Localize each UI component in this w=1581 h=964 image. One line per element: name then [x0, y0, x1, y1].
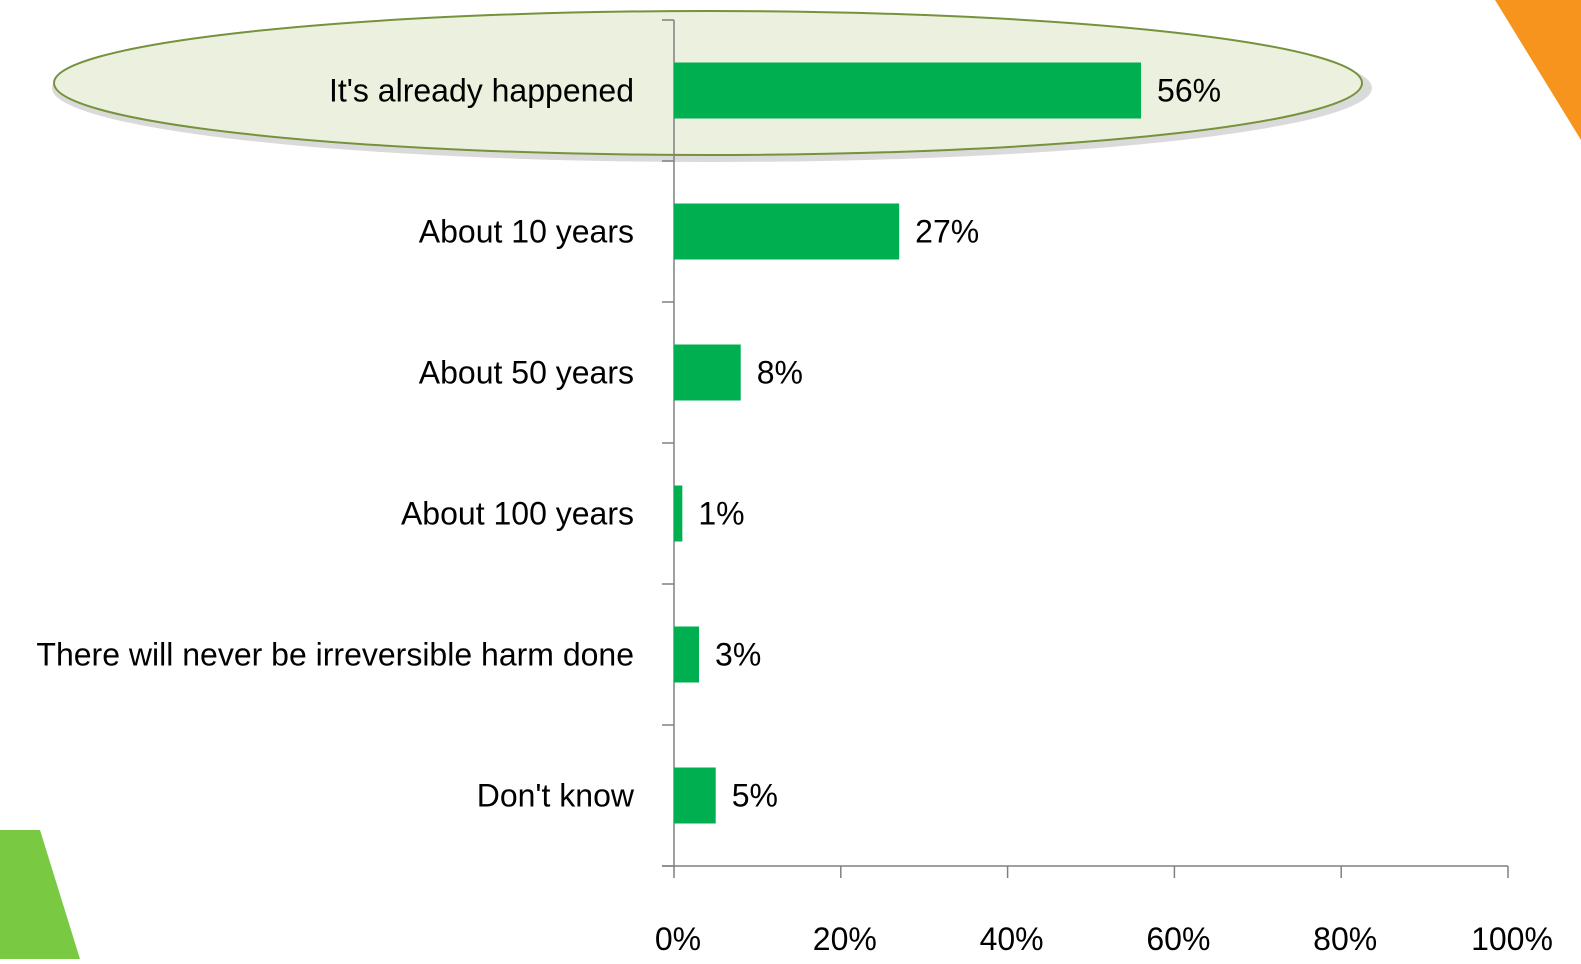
data-label: 1% — [698, 496, 744, 532]
labels-layer: 0% 20% 40% 60% 80% 100% 56% It's already happen… — [36, 73, 1553, 958]
bar — [674, 62, 1142, 119]
x-tick-label: 0% — [655, 921, 701, 957]
category-label: It's already happened — [329, 73, 634, 109]
bar — [674, 626, 700, 683]
x-tick-label: 40% — [980, 921, 1044, 957]
x-tick-label: 60% — [1146, 921, 1210, 957]
category-label: About 100 years — [401, 496, 634, 532]
bars-layer — [674, 62, 1142, 824]
category-label: Don't know — [477, 778, 635, 814]
data-label: 56% — [1157, 73, 1221, 109]
bar — [674, 485, 683, 542]
decor-green-shape — [0, 830, 80, 959]
category-label: There will never be irreversible harm do… — [36, 637, 634, 673]
data-label: 3% — [715, 637, 761, 673]
data-label: 27% — [915, 214, 979, 250]
decor-orange-shape — [1495, 0, 1581, 140]
data-label: 8% — [757, 355, 803, 391]
bar — [674, 203, 900, 260]
category-label: About 10 years — [419, 214, 634, 250]
x-tick-label: 100% — [1471, 921, 1553, 957]
data-label: 5% — [732, 778, 778, 814]
x-tick-label: 20% — [813, 921, 877, 957]
category-label: About 50 years — [419, 355, 634, 391]
axes-layer — [662, 19, 1509, 878]
bar — [674, 344, 741, 401]
bar — [674, 767, 716, 824]
x-tick-label: 80% — [1313, 921, 1377, 957]
